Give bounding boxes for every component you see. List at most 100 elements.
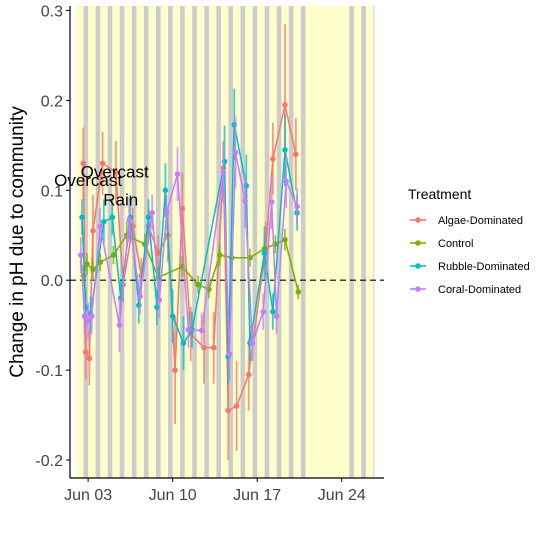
y-axis-title: Change in pH due to community: [7, 106, 28, 378]
night-band: [131, 6, 137, 478]
night-band: [83, 6, 89, 478]
data-point: [180, 340, 187, 346]
series-line: [80, 152, 298, 354]
data-point: [294, 203, 300, 210]
data-point: [101, 218, 107, 225]
y-tick-label: 0.0: [41, 273, 63, 290]
data-point: [174, 171, 181, 177]
legend-label: Coral-Dominated: [438, 284, 521, 296]
night-band: [95, 6, 101, 478]
series-group: [78, 23, 302, 461]
legend-label: Rubble-Dominated: [438, 261, 530, 273]
night-band: [373, 6, 375, 478]
legend-entry: Control: [410, 238, 473, 250]
data-point: [113, 169, 119, 176]
data-point: [249, 340, 256, 346]
data-point: [116, 322, 123, 328]
y-tick-label: 0.3: [41, 3, 63, 20]
data-point: [270, 156, 276, 162]
data-point: [110, 252, 117, 258]
legend-title: Treatment: [408, 186, 471, 202]
night-band: [252, 6, 258, 478]
y-tick-label: -0.1: [35, 363, 63, 380]
x-ticks: Jun 03 Jun 10 Jun 17 Jun 24: [64, 478, 366, 504]
data-point: [261, 250, 268, 257]
data-point: [270, 308, 276, 315]
data-point: [225, 407, 232, 414]
x-tick-label: Jun 17: [233, 487, 281, 504]
legend-entry: Algae-Dominated: [410, 215, 523, 227]
data-point: [126, 217, 132, 223]
data-point: [201, 344, 207, 351]
night-band: [240, 6, 246, 478]
series-algae-dominated: [80, 23, 299, 461]
data-point: [293, 151, 299, 158]
data-point: [109, 214, 116, 221]
night-band: [361, 6, 366, 478]
night-band: [300, 6, 306, 478]
data-point: [137, 293, 143, 300]
x-tick-label: Jun 24: [318, 487, 366, 504]
legend-key-point: [415, 263, 421, 269]
data-point: [220, 169, 227, 176]
data-point: [210, 344, 217, 351]
data-point: [268, 199, 275, 205]
annotation-label: Overcast: [54, 171, 122, 190]
data-point: [273, 313, 280, 319]
legend-entry: Rubble-Dominated: [410, 261, 530, 273]
data-point: [155, 250, 161, 257]
y-tick-label: -0.2: [35, 453, 63, 470]
night-band: [264, 6, 270, 478]
annotation-label: Rain: [103, 191, 138, 210]
y-tick-label: 0.2: [41, 93, 63, 110]
data-point: [233, 403, 240, 409]
data-point: [282, 147, 288, 153]
night-band: [288, 6, 294, 478]
legend: Treatment Algae-Dominated Control Rubble-D…: [408, 186, 530, 296]
legend-key-point: [415, 286, 421, 292]
data-point: [90, 266, 96, 273]
data-point: [226, 351, 233, 357]
data-point: [185, 326, 192, 333]
data-point: [282, 102, 288, 108]
data-point: [172, 367, 178, 373]
data-point: [84, 261, 90, 267]
data-point: [90, 227, 96, 234]
data-point: [295, 289, 302, 295]
data-point: [163, 209, 170, 216]
annotation-label: Overcast: [81, 163, 149, 182]
data-point: [99, 160, 106, 167]
data-point: [162, 187, 169, 194]
data-point: [149, 209, 155, 216]
legend-key-point: [415, 240, 421, 246]
y-ticks: 0.3 0.2 0.1 0.0 -0.1 -0.2: [35, 3, 70, 470]
legend-key-point: [415, 217, 421, 223]
data-point: [80, 160, 87, 167]
data-point: [154, 304, 160, 310]
night-band: [204, 6, 209, 478]
data-point: [86, 355, 93, 362]
data-point: [179, 205, 186, 212]
night-band: [192, 6, 197, 478]
axes: [69, 6, 384, 479]
x-tick-label: Jun 10: [149, 487, 197, 504]
data-point: [156, 297, 163, 303]
data-point: [145, 214, 152, 221]
data-point: [216, 252, 223, 258]
data-point: [81, 313, 88, 319]
legend-label: Algae-Dominated: [438, 215, 523, 227]
legend-entry: Coral-Dominated: [410, 284, 521, 296]
data-point: [198, 327, 205, 334]
data-point: [283, 178, 289, 185]
data-point: [78, 252, 84, 258]
data-point: [169, 313, 176, 319]
data-point: [282, 236, 288, 243]
night-band: [107, 6, 113, 478]
data-point: [260, 308, 267, 315]
y-tick-label: 0.1: [41, 183, 63, 200]
data-point: [97, 223, 103, 230]
data-point: [232, 149, 239, 156]
night-band: [168, 6, 173, 478]
